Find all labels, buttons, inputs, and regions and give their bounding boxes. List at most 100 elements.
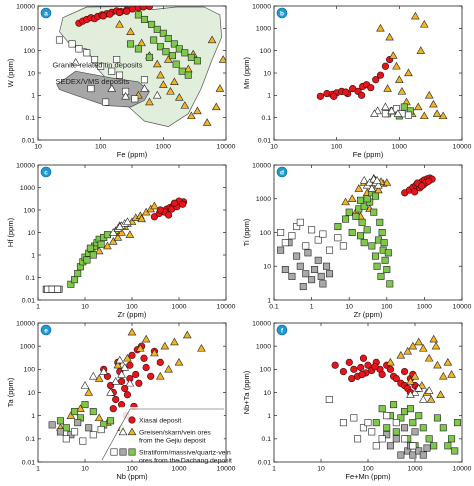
data-point [127, 327, 137, 336]
panel-letter: d [280, 169, 284, 176]
panel-c: 1 10 100 1000 10000 0.01 0.1 1 10 100 1000 10000 Zr … [6, 162, 236, 319]
data-point [359, 175, 369, 184]
data-point [116, 71, 124, 79]
series-gejiu [386, 334, 456, 403]
data-point [174, 357, 184, 366]
y-tick-label: 1 [31, 93, 35, 100]
y-tick-label: 10000 [252, 3, 271, 10]
data-point [359, 354, 368, 362]
y-tick-label: 100 [260, 230, 272, 237]
data-point [140, 354, 148, 362]
data-point [115, 355, 125, 364]
data-point [404, 111, 412, 119]
data-point [164, 211, 173, 219]
data-point [348, 374, 356, 383]
data-point [99, 367, 109, 375]
data-point [134, 11, 142, 19]
data-point [392, 374, 400, 383]
data-point [304, 249, 312, 257]
data-point [156, 358, 164, 366]
plot-frame [273, 322, 463, 463]
data-point [168, 52, 176, 60]
data-point [397, 414, 405, 422]
legend-diagonal [101, 408, 131, 461]
data-point [413, 102, 423, 111]
data-point [350, 365, 358, 373]
data-point [443, 357, 453, 366]
x-tick-label: 100 [331, 144, 343, 151]
data-point [367, 84, 375, 92]
series-open [370, 102, 403, 117]
data-point [85, 424, 93, 432]
y-tick-label: 10000 [16, 162, 35, 169]
x-tick-label: 10 [317, 466, 325, 473]
legend-label: Greisen/skarn/vein ores [139, 430, 211, 437]
data-point [159, 80, 168, 88]
data-point [81, 401, 89, 409]
data-point [326, 270, 334, 278]
x-tick-label: 10000 [453, 466, 472, 473]
data-point [94, 246, 104, 255]
data-point [371, 192, 379, 200]
data-point [411, 188, 419, 196]
data-point [409, 442, 417, 450]
data-point [187, 53, 195, 61]
data-point [339, 242, 347, 250]
data-point [415, 447, 423, 455]
data-point [438, 371, 448, 380]
data-point [91, 56, 99, 64]
data-point [288, 272, 296, 280]
data-point [386, 280, 394, 288]
data-point [400, 367, 409, 376]
data-point [426, 395, 436, 403]
data-point [112, 395, 120, 404]
data-point [410, 388, 420, 396]
data-point [347, 194, 357, 202]
series-dachang_solid [372, 401, 461, 455]
data-point [432, 109, 442, 117]
data-point [406, 377, 415, 385]
data-point [202, 118, 212, 126]
data-point [330, 92, 338, 100]
plot-area [55, 6, 226, 127]
data-point [187, 111, 196, 120]
data-point [71, 276, 79, 284]
data-point [314, 256, 322, 264]
data-point [345, 208, 353, 216]
data-point [345, 358, 353, 366]
data-point [86, 244, 94, 252]
data-point [308, 276, 316, 284]
data-point [383, 431, 391, 439]
x-tick-label: 10000 [217, 304, 236, 311]
data-point [115, 19, 124, 28]
series-open [359, 174, 383, 192]
data-point [107, 84, 117, 92]
x-tick-label: 0.1 [269, 304, 279, 311]
panel-letter: f [281, 327, 284, 334]
panel-f: 1 10 100 1000 10000 0.01 0.1 1 10 100 1000 10000 Fe+… [242, 320, 472, 481]
data-point [193, 57, 201, 65]
data-point [108, 67, 116, 75]
data-point [383, 84, 392, 92]
x-tick-label: 10 [345, 304, 353, 311]
y-tick-label: 1 [267, 297, 271, 304]
panel-letter-badge [40, 324, 52, 336]
data-point [128, 351, 136, 359]
data-point [117, 377, 126, 386]
series-gejiu [94, 201, 159, 255]
data-point [438, 111, 448, 120]
data-point [97, 62, 105, 70]
panel-letter-badge [276, 7, 288, 19]
data-point [358, 91, 366, 99]
data-point [147, 372, 155, 380]
data-point [126, 27, 135, 35]
y-tick-label: 10000 [16, 320, 35, 327]
y-tick-label: 0.1 [26, 275, 36, 282]
data-point [181, 49, 189, 57]
data-point [121, 384, 129, 393]
y-tick-label: 100 [24, 367, 36, 374]
x-tick-label: 1 [36, 304, 40, 311]
x-tick-label: 1000 [407, 466, 422, 473]
data-point [404, 68, 413, 77]
